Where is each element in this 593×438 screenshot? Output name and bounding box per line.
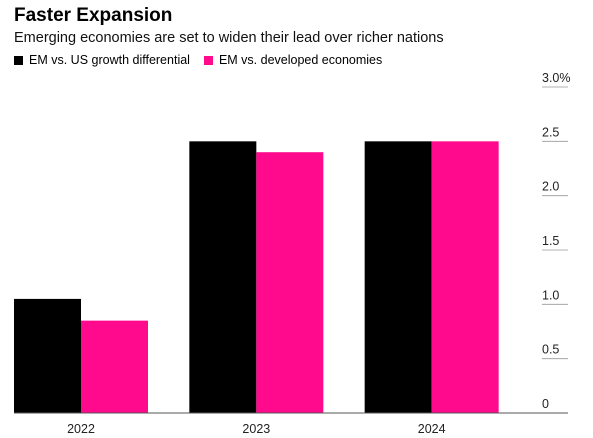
bar-2024-series-0 [364,141,432,414]
legend-label: EM vs. US growth differential [29,53,190,67]
x-tick-label: 2023 [242,422,270,436]
legend-item-us-differential: EM vs. US growth differential [14,53,190,67]
y-tick-label: 1.5 [542,234,559,248]
bar-2023-series-1 [256,152,324,413]
bar-2024-series-1 [431,141,499,414]
bar-2022-series-1 [81,320,148,413]
legend-swatch-pink [203,55,213,65]
y-tick-label: 0 [542,397,549,411]
y-tick-label: 0.5 [542,343,559,357]
y-tick-label: 2.5 [542,125,559,139]
legend-item-developed-economies: EM vs. developed economies [203,53,383,67]
y-tick-label: 1.0 [542,288,559,302]
bar-2022-series-0 [14,298,81,413]
x-tick-label: 2024 [418,422,446,436]
y-tick-label: 2.0 [542,180,559,194]
legend-label: EM vs. developed economies [218,53,383,67]
bar-2023-series-0 [189,141,257,414]
legend: EM vs. US growth differential EM vs. dev… [14,53,382,67]
chart-title: Faster Expansion [14,5,173,26]
legend-swatch-black [14,55,23,65]
y-tick-label: 3.0% [542,71,571,85]
chart-subtitle: Emerging economies are set to widen thei… [14,30,444,46]
x-tick-label: 2022 [67,422,95,436]
